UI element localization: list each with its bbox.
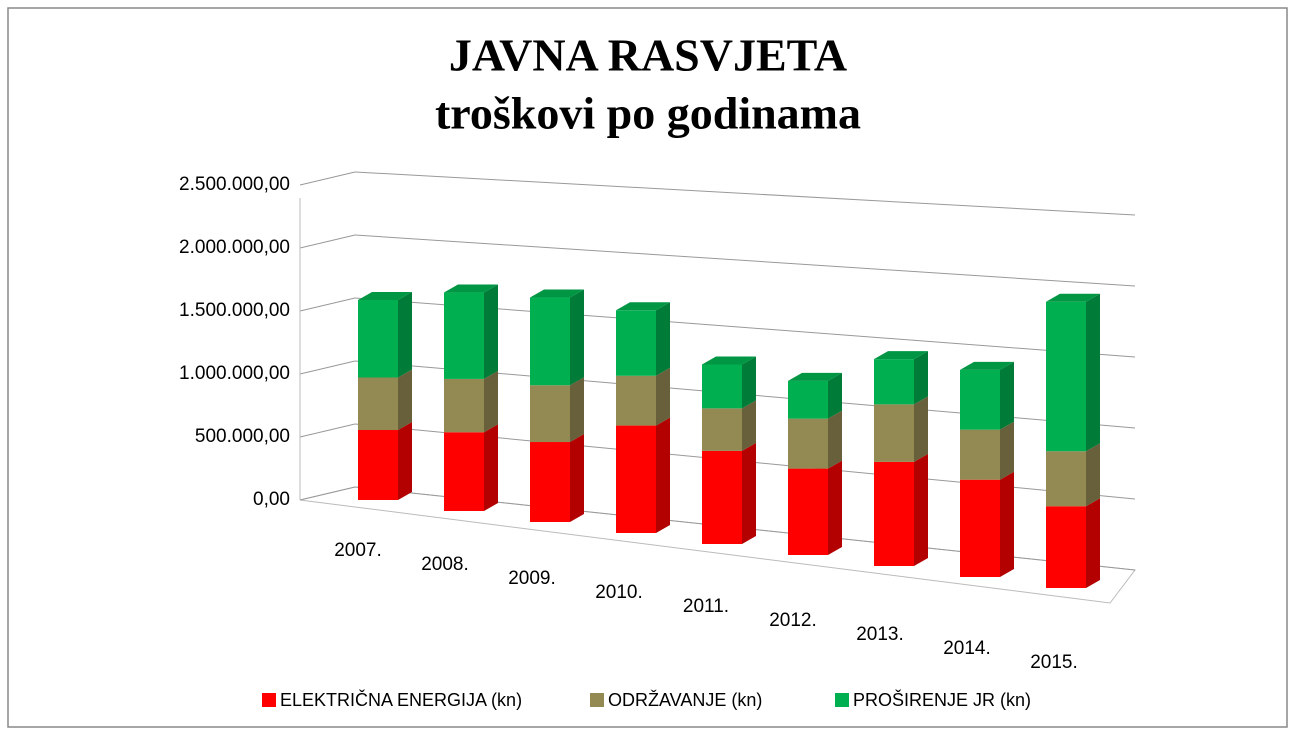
x-tick-label: 2013.	[856, 624, 904, 645]
bar-side	[398, 422, 412, 500]
bar-side	[484, 370, 498, 433]
bar	[960, 429, 1000, 480]
bar-top	[788, 372, 842, 381]
bar-side	[828, 372, 842, 419]
legend-swatch	[262, 693, 276, 707]
bar-top	[702, 356, 756, 365]
bar-side	[742, 442, 756, 544]
bar-side	[656, 302, 670, 376]
side-grid-line	[299, 297, 356, 312]
side-grid-line	[299, 423, 356, 438]
bar	[788, 418, 828, 469]
bar	[874, 404, 914, 462]
grid-line	[354, 234, 1136, 287]
bar-side	[742, 400, 756, 451]
bar	[530, 385, 570, 443]
bar-side	[742, 356, 756, 409]
x-tick-label: 2007.	[334, 540, 382, 561]
bar	[530, 297, 570, 386]
x-tick-label: 2012.	[769, 610, 817, 631]
bar-side	[914, 453, 928, 566]
bar-top	[530, 289, 584, 298]
bar-top	[960, 361, 1014, 370]
bar-side	[1000, 471, 1014, 577]
bar	[788, 468, 828, 555]
bar-top	[874, 351, 928, 360]
bar-top	[358, 292, 412, 300]
bar-side	[484, 284, 498, 379]
bar	[960, 369, 1000, 430]
legend-swatch	[835, 693, 849, 707]
bar	[1046, 301, 1086, 452]
grid-line	[354, 171, 1136, 216]
bar	[702, 408, 742, 451]
bar-side	[484, 424, 498, 511]
bar-top	[616, 302, 670, 311]
bar	[616, 425, 656, 533]
side-grid-line	[299, 360, 356, 375]
y-tick-label: 2.500.000,00	[179, 174, 290, 195]
bar-top	[1046, 293, 1100, 302]
bar-side	[656, 367, 670, 426]
bar	[788, 380, 828, 419]
x-tick-label: 2011.	[683, 596, 729, 617]
bar	[444, 292, 484, 379]
bar	[358, 430, 398, 500]
legend-label: ELEKTRIČNA ENERGIJA (kn)	[280, 689, 522, 710]
bar-side	[656, 417, 670, 533]
legend-label: PROŠIRENJE JR (kn)	[853, 689, 1031, 710]
y-tick-label: 0,00	[253, 489, 290, 510]
bar-side	[570, 377, 584, 443]
x-tick-label: 2010.	[595, 582, 643, 603]
bar-side	[914, 351, 928, 405]
bar-side	[1086, 293, 1100, 452]
bar	[358, 300, 398, 378]
bar-side	[570, 289, 584, 386]
bar-side	[398, 292, 412, 378]
bar	[616, 310, 656, 376]
side-grid-line	[299, 234, 356, 249]
y-tick-label: 500.000,00	[195, 426, 290, 447]
bar-side	[1000, 361, 1014, 430]
bar	[960, 479, 1000, 577]
side-grid-line	[299, 171, 356, 186]
bar	[1046, 451, 1086, 507]
bar	[1046, 506, 1086, 588]
x-tick-label: 2015.	[1030, 652, 1078, 673]
bar	[616, 375, 656, 426]
y-tick-label: 1.000.000,00	[179, 363, 290, 384]
bar	[702, 364, 742, 409]
bar	[702, 450, 742, 544]
bar-side	[828, 460, 842, 555]
chart-title: JAVNA RASVJETA	[449, 30, 847, 81]
bar	[444, 378, 484, 433]
x-tick-label: 2009.	[508, 568, 556, 589]
bar-side	[1086, 443, 1100, 507]
bar-side	[914, 396, 928, 462]
bar	[530, 442, 570, 522]
bar-side	[828, 410, 842, 469]
bar-side	[570, 434, 584, 522]
x-tick-label: 2014.	[943, 638, 991, 659]
bar-side	[398, 369, 412, 430]
side-grid-line	[299, 486, 356, 501]
bar-side	[1000, 421, 1014, 480]
y-tick-label: 1.500.000,00	[179, 300, 290, 321]
legend-label: ODRŽAVANJE (kn)	[608, 690, 762, 710]
chart-subtitle: troškovi po godinama	[435, 88, 861, 139]
bar	[358, 377, 398, 430]
bar	[874, 461, 914, 566]
legend-swatch	[590, 693, 604, 707]
y-tick-label: 2.000.000,00	[179, 237, 290, 258]
x-tick-label: 2008.	[421, 554, 469, 575]
bar-side	[1086, 498, 1100, 588]
bar	[874, 359, 914, 405]
bar	[444, 432, 484, 511]
bar-top	[444, 284, 498, 293]
